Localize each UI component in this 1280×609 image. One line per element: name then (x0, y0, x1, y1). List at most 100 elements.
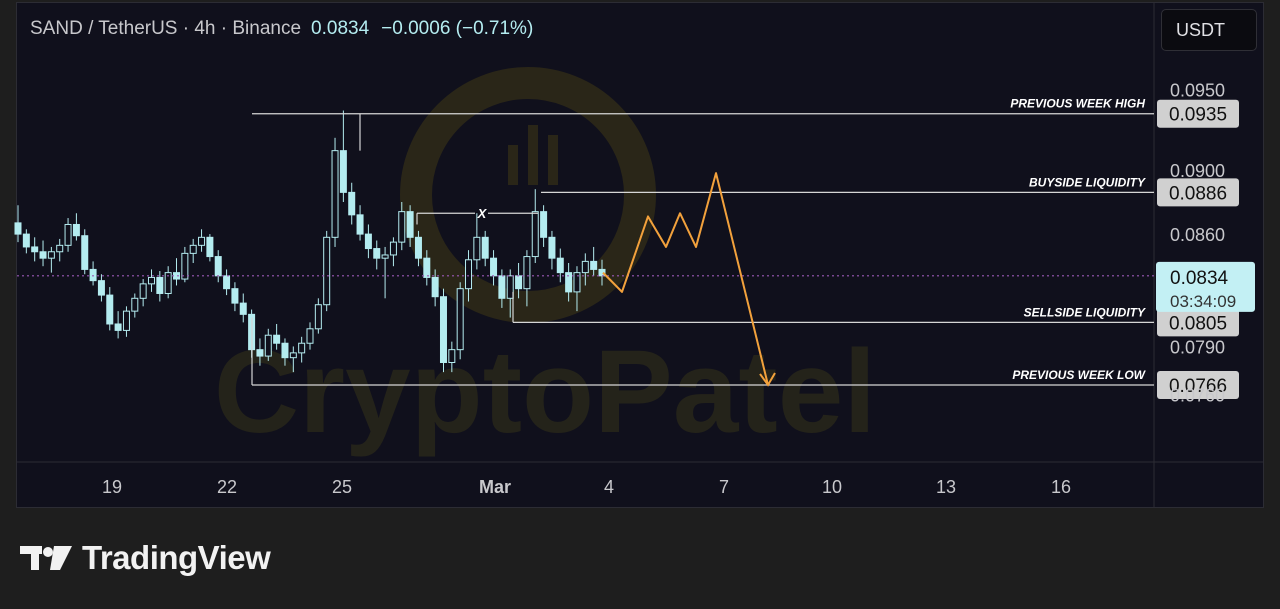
tradingview-logo-text: TradingView (82, 539, 271, 576)
candle-body (548, 236, 556, 259)
tradingview-logo[interactable]: TradingView (20, 538, 271, 578)
candle-body (348, 191, 356, 216)
candle-body (565, 272, 573, 293)
level-price-label: 0.0886 (1169, 183, 1227, 204)
candle-body (214, 256, 222, 277)
axes: 19 22 25 Mar 4 7 10 13 16 0.0950 0.0900 0.0860 0.079… (102, 81, 1225, 497)
y-tick-label: 0.0790 (1170, 337, 1225, 357)
candle-body (364, 233, 372, 250)
candle-body (439, 296, 447, 363)
candle-body (381, 254, 389, 259)
candle-body (273, 334, 281, 344)
candle-body (256, 349, 264, 357)
symbol-title[interactable]: SAND / TetherUS · 4h · Binance (30, 18, 302, 39)
candle-body (131, 297, 139, 312)
projection-line (602, 172, 769, 386)
candle-body (47, 251, 55, 259)
candle-body (556, 257, 564, 274)
candle-body (56, 244, 64, 253)
candle-body (281, 342, 289, 359)
candle-body (339, 150, 347, 193)
candle-body (206, 236, 214, 258)
watermark-logo-ring (400, 67, 656, 323)
candle-body (423, 257, 431, 278)
candle-body (14, 222, 22, 235)
x-tick-label: 10 (822, 477, 842, 497)
candle-body (306, 328, 314, 344)
candle-body (331, 150, 339, 238)
x-tick-label: 7 (719, 477, 729, 497)
candle-body (414, 236, 422, 259)
currency-button[interactable]: USDT (1161, 9, 1257, 51)
candle-body (72, 223, 80, 237)
candle-body (573, 272, 581, 293)
x-tick-label: 22 (217, 477, 237, 497)
watermark-logo-candle (548, 135, 558, 185)
x-tick-label: 25 (332, 477, 352, 497)
candle-body (239, 302, 247, 315)
candle-body (398, 211, 406, 243)
candle-body (406, 211, 414, 238)
symbol-header: SAND / TetherUS · 4h · Binance 0.0834 −0… (30, 17, 533, 41)
candle-body (590, 260, 598, 270)
projection-path (602, 172, 776, 387)
candle-body (515, 275, 523, 290)
candle-body (164, 272, 172, 294)
level-price-badge (1157, 370, 1239, 399)
candle-body (356, 214, 364, 235)
liquidity-levels: PREVIOUS WEEK HIGH 0.0935 BUYSIDE LIQUIDIT… (17, 97, 1255, 399)
candle-body (122, 310, 130, 331)
y-tick-label: 0.0900 (1170, 161, 1225, 181)
candle-body (531, 211, 539, 258)
projection-arrowhead (759, 372, 776, 387)
candle-body (39, 251, 47, 259)
candle-body (506, 275, 514, 299)
candle-body (314, 304, 322, 330)
plot-area (17, 3, 1263, 507)
candle-body (81, 235, 89, 270)
candle-body (22, 233, 30, 248)
candle-body (431, 276, 439, 298)
candle-body (198, 236, 206, 246)
candle-body (490, 257, 498, 277)
watermark-text: CryptoPatel (214, 326, 876, 458)
candle-body (106, 294, 114, 325)
candle-body (114, 323, 122, 331)
level-price-label: 0.0766 (1169, 376, 1227, 397)
candle-body (373, 248, 381, 259)
candle-body (31, 246, 39, 253)
candle-body (448, 349, 456, 363)
y-tick-label: 0.0860 (1170, 225, 1225, 245)
candle-body (523, 256, 531, 290)
level-price-badge (1157, 178, 1239, 207)
bar-countdown: 03:34:09 (1170, 292, 1236, 311)
tradingview-logo-icon (20, 546, 72, 570)
y-tick-label: 0.0760 (1170, 386, 1225, 406)
candle-body (298, 342, 306, 354)
candle-body (231, 288, 239, 304)
level-name: PREVIOUS WEEK LOW (1012, 368, 1146, 382)
candle-body (223, 275, 231, 290)
candle-body (64, 223, 72, 246)
watermark: CryptoPatel (214, 67, 876, 458)
y-tick-label: 0.0950 (1170, 81, 1225, 101)
candle-body (189, 244, 197, 254)
x-tick-label: Mar (479, 477, 511, 497)
x-tick-label: 19 (102, 477, 122, 497)
equal-high-marker: X (477, 206, 488, 221)
candle-body (473, 236, 481, 261)
level-name: BUYSIDE LIQUIDITY (1029, 175, 1146, 189)
candle-body (581, 260, 589, 274)
candle-body (156, 276, 164, 294)
candle-body (147, 276, 155, 285)
candle-body (89, 268, 97, 282)
candle-body (97, 280, 105, 296)
candle-body (465, 259, 473, 290)
candle-body (540, 211, 548, 238)
candle-body (481, 236, 489, 259)
level-price-badge (1157, 99, 1239, 128)
current-price-label: 0.0834 (1170, 268, 1229, 289)
candle-body (498, 275, 506, 299)
last-price: 0.0834 (311, 18, 370, 39)
